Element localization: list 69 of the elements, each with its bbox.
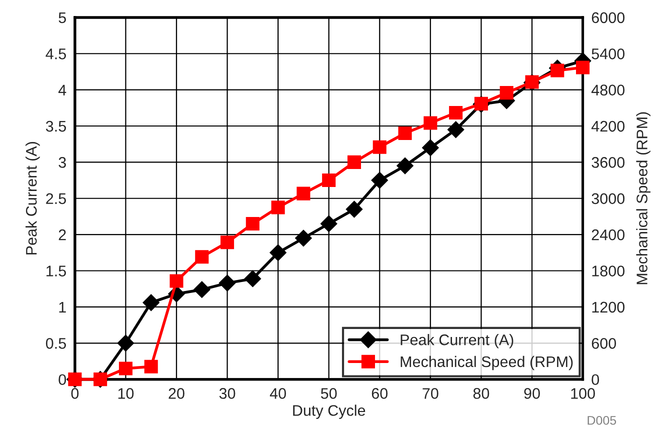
point [246,216,260,230]
point [218,274,236,292]
x-tick-label: 0 [71,388,79,399]
y-tick-label: 2 [58,229,66,240]
point [271,200,285,214]
point [170,274,184,288]
y2-tick-label: 1200 [592,302,624,313]
y-tick-label: 2.5 [46,193,66,204]
y2-tick-label: 5400 [592,48,624,60]
y2-tick-label: 4200 [591,120,624,132]
x-axis-title: Duty Cycle [293,404,366,419]
x-tick-label: 60 [372,388,388,399]
y2-tick-label: 2400 [592,229,624,240]
point [142,294,160,311]
point [220,236,234,250]
point [295,230,312,247]
point [347,155,362,169]
x-tick-label: 40 [270,388,286,399]
point [371,172,388,189]
y-tick-label: 1 [59,302,66,312]
point [144,360,158,374]
y-tick-label: 0 [58,374,66,386]
point [322,174,336,188]
y-tick-label: 4.5 [46,48,66,60]
point [550,64,564,78]
point [500,86,514,100]
y2-tick-label: 0 [592,374,600,386]
point [346,200,363,218]
y-tick-label: 3 [58,157,66,168]
point [398,126,412,140]
x-tick-label: 90 [524,388,540,399]
x-tick-label: 70 [422,388,438,399]
point [195,250,209,264]
y-tick-label: 0.5 [46,338,66,349]
point [270,244,286,262]
legend-label: Peak Current (A) [400,334,514,348]
point [194,281,210,298]
y-tick-label: 3.5 [46,120,66,132]
y-tick-label: 5 [58,12,66,24]
point [117,334,134,352]
y-tick-label: 1.5 [46,266,66,276]
point [244,270,262,288]
y2-tick-label: 3600 [592,157,624,168]
x-tick-label: 100 [571,388,595,399]
x-tick-label: 50 [320,388,337,399]
point [576,60,590,74]
x-tick-label: 10 [118,388,134,399]
text: D005 [588,416,616,425]
y2-tick-label: 6000 [592,12,624,24]
point [447,121,464,138]
point [372,140,386,154]
point [118,362,132,376]
point [449,106,463,120]
x-tick-label: 80 [473,388,490,399]
y-axis-title: Peak Current (A) [26,142,40,254]
point [424,116,438,130]
y2-tick-label: 4800 [591,84,624,96]
point [320,215,338,232]
y2-tick-label: 3000 [592,193,624,204]
point [422,139,439,156]
y2-axis-title: Mechanical Speed (RPM) [636,112,650,284]
y2-tick-label: 1800 [592,266,624,276]
point [396,157,414,174]
x-tick-label: 20 [168,388,184,399]
legend-label: Mechanical Speed (RPM) [400,356,573,370]
x-tick-label: 30 [219,388,236,399]
y-tick-label: 4 [58,84,66,96]
y2-tick-label: 600 [592,338,616,349]
point [296,186,310,200]
